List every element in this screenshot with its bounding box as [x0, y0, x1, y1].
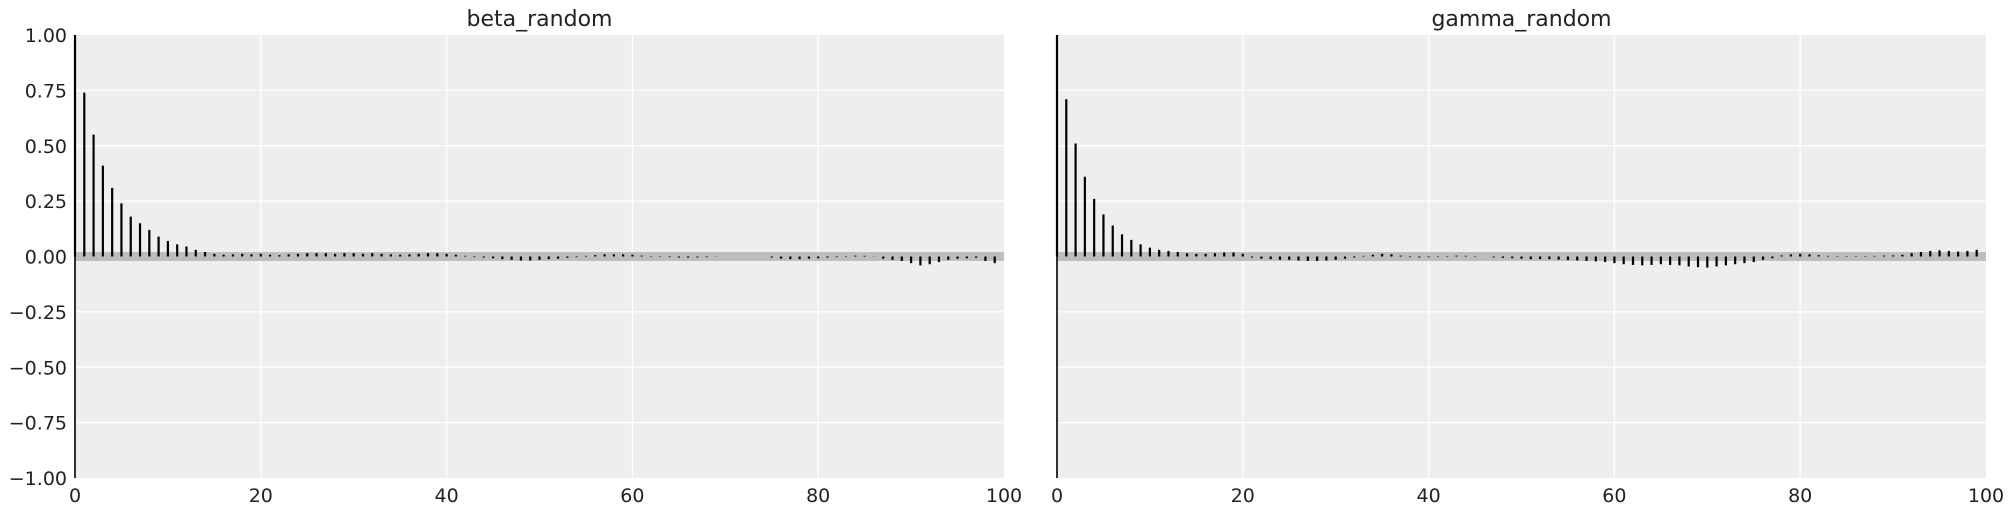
y-tick-label: 0.75	[25, 80, 67, 102]
x-tick-label: 0	[69, 485, 81, 507]
x-tick-label: 60	[1602, 485, 1626, 507]
chart-title: gamma_random	[1431, 7, 1611, 32]
x-tick-label: 0	[1051, 485, 1063, 507]
y-tick-labels: 1.00 0.75 0.50 0.25 0.00 −0.25 −0.50 −0.75 −1.00	[9, 25, 67, 490]
y-tick-label: −1.00	[9, 468, 67, 490]
y-tick-label: 1.00	[25, 25, 67, 47]
x-tick-label: 100	[1968, 485, 2004, 507]
gamma-random-panel: 0 20 40 60 80 100 gamma_random	[1051, 7, 2004, 507]
x-tick-label: 40	[435, 485, 459, 507]
y-tick-label: −0.25	[9, 302, 67, 324]
beta-random-panel: 1.00 0.75 0.50 0.25 0.00 −0.25 −0.50 −0.75 −1.00…	[9, 7, 1022, 507]
y-tick-label: 0.25	[25, 191, 67, 213]
x-tick-label: 20	[249, 485, 273, 507]
x-tick-label: 20	[1231, 485, 1255, 507]
x-tick-labels: 0 20 40 60 80 100	[69, 485, 1022, 507]
grid-lines	[1057, 35, 1986, 478]
autocorrelation-stems	[1055, 35, 1978, 268]
y-tick-label: 0.00	[25, 247, 67, 269]
x-tick-label: 80	[806, 485, 830, 507]
y-tick-label: −0.50	[9, 357, 67, 379]
y-tick-label: 0.50	[25, 136, 67, 158]
chart-title: beta_random	[467, 7, 613, 32]
x-tick-label: 60	[620, 485, 644, 507]
y-tick-label: −0.75	[9, 413, 67, 435]
x-tick-label: 100	[986, 485, 1022, 507]
x-tick-label: 40	[1417, 485, 1441, 507]
x-tick-labels: 0 20 40 60 80 100	[1051, 485, 2004, 507]
x-tick-label: 80	[1788, 485, 1812, 507]
